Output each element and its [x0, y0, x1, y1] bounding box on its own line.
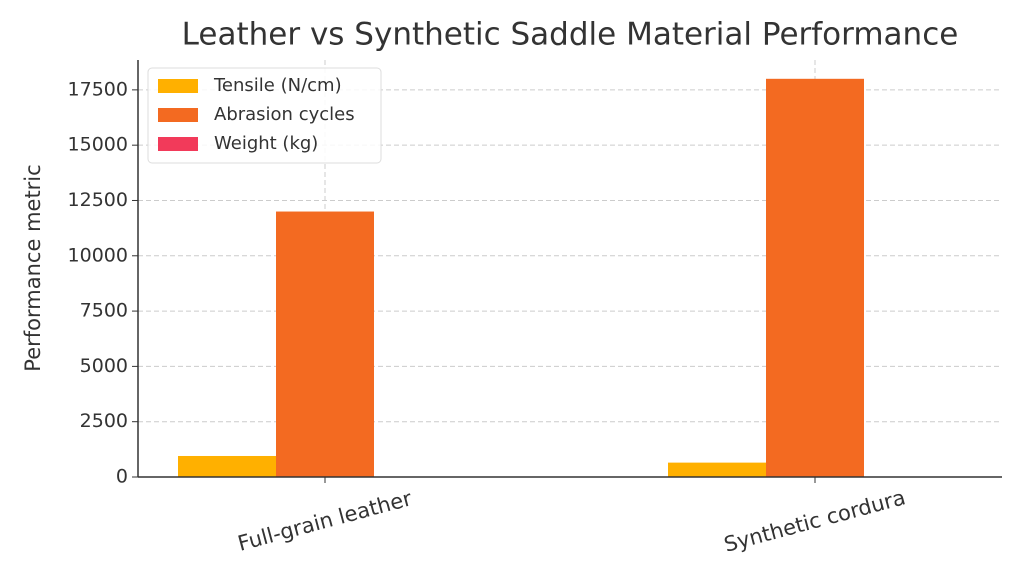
- legend-label: Tensile (N/cm): [213, 75, 342, 96]
- legend-swatch: [158, 108, 198, 122]
- bar: [276, 211, 374, 477]
- x-tick-label: Synthetic cordura: [722, 485, 908, 556]
- chart-title: Leather vs Synthetic Saddle Material Per…: [182, 17, 959, 53]
- legend-label: Weight (kg): [214, 133, 318, 154]
- y-tick-label: 0: [116, 466, 128, 488]
- bar: [178, 455, 276, 477]
- legend-label: Abrasion cycles: [214, 104, 355, 125]
- y-tick-label: 10000: [68, 244, 128, 266]
- y-tick-label: 7500: [80, 300, 128, 322]
- legend: Tensile (N/cm) Abrasion cycles Weight (kg): [147, 67, 382, 164]
- legend-swatch: [158, 79, 198, 93]
- legend-box: [147, 67, 382, 164]
- y-tick-label: 15000: [68, 134, 128, 156]
- y-tick-label: 5000: [80, 355, 128, 377]
- bar: [766, 78, 864, 477]
- y-axis-label: Performance metric: [21, 164, 45, 371]
- y-tick-label: 12500: [68, 189, 128, 211]
- x-tick-label: Full-grain leather: [235, 486, 414, 556]
- bar: [668, 462, 766, 477]
- y-tick-label: 17500: [68, 78, 128, 100]
- y-tick-label: 2500: [80, 410, 128, 432]
- legend-swatch: [158, 137, 198, 151]
